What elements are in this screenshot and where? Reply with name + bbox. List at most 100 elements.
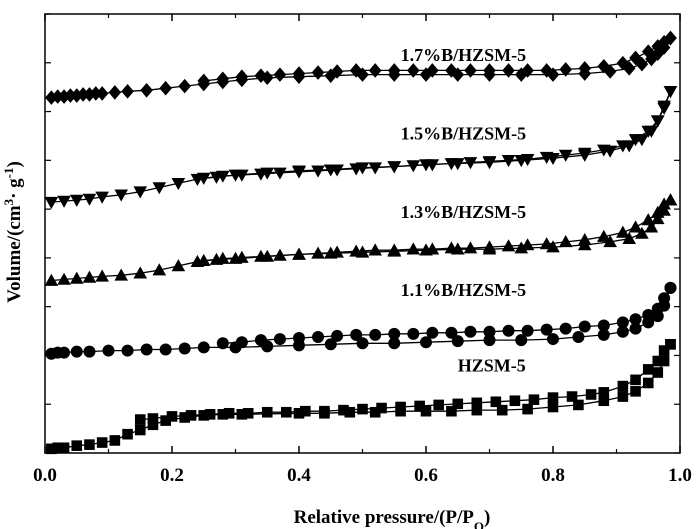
circle-desorption-point <box>369 328 382 341</box>
square-adsorption-point <box>496 404 508 416</box>
square-adsorption-point <box>369 406 381 418</box>
diamond-desorption-point <box>464 63 477 78</box>
triangle-down-adsorption-point <box>133 186 148 199</box>
diamond-adsorption-point <box>121 84 134 99</box>
triangle-up-adsorption-point <box>603 235 617 248</box>
circle-desorption-point <box>426 326 439 339</box>
triangle-up-adsorption-point <box>82 270 97 283</box>
triangle-up-desorption-point <box>657 197 671 210</box>
square-adsorption-point <box>630 386 641 397</box>
triangle-up-desorption-point <box>196 253 211 266</box>
triangle-down-desorption-point <box>444 158 459 171</box>
triangle-down-desorption-point <box>349 163 363 176</box>
triangle-up-desorption-point <box>216 251 230 264</box>
triangle-down-desorption-point <box>216 170 230 183</box>
square-desorption-point <box>471 397 483 409</box>
square-desorption-point <box>490 396 502 408</box>
diamond-adsorption-point <box>514 67 528 82</box>
circle-adsorption-point <box>102 344 115 357</box>
diamond-desorption-point <box>597 58 611 74</box>
square-adsorption-point <box>420 405 432 417</box>
triangle-down-desorption-point <box>641 125 656 138</box>
diamond-desorption-point <box>407 63 420 78</box>
triangle-down-desorption-point <box>597 144 611 157</box>
desorption-line <box>203 199 671 262</box>
triangle-down-desorption-point <box>628 134 643 147</box>
circle-desorption-point <box>578 320 591 333</box>
triangle-up-desorption-point <box>406 242 421 255</box>
triangle-up-adsorption-point <box>635 226 649 239</box>
triangle-down-desorption-point <box>501 155 516 168</box>
circle-adsorption-point <box>140 343 153 356</box>
square-desorption-point <box>261 406 273 418</box>
square-desorption-point <box>665 338 676 350</box>
square-adsorption-point <box>236 409 248 420</box>
triangle-down-desorption-point <box>311 165 325 178</box>
triangle-up-desorption-point <box>520 238 535 251</box>
square-desorption-point <box>617 380 629 392</box>
circle-adsorption-point <box>483 334 496 347</box>
diamond-desorption-point <box>657 34 671 50</box>
triangle-down-adsorption-point <box>152 182 167 195</box>
triangle-down-desorption-point <box>425 159 440 172</box>
diamond-adsorption-point <box>76 87 90 102</box>
triangle-up-desorption-point <box>425 242 440 255</box>
square-adsorption-point <box>179 412 190 423</box>
triangle-down-desorption-point <box>558 149 573 162</box>
triangle-up-desorption-point <box>349 244 363 257</box>
square-desorption-point <box>166 411 178 422</box>
circle-desorption-point <box>651 302 664 315</box>
square-desorption-point <box>147 413 159 424</box>
triangle-up-desorption-point <box>597 229 611 242</box>
triangle-down-desorption-point <box>406 160 421 173</box>
triangle-up-adsorption-point <box>546 240 560 253</box>
triangle-up-desorption-point <box>387 243 402 256</box>
diamond-desorption-point <box>387 63 401 78</box>
square-desorption-point <box>319 405 330 417</box>
square-adsorption-point <box>658 355 670 367</box>
square-desorption-point <box>652 355 664 367</box>
triangle-down-desorption-point <box>235 169 249 182</box>
diamond-desorption-point <box>629 50 642 66</box>
triangle-down-desorption-point <box>577 147 592 160</box>
square-adsorption-point <box>71 440 83 451</box>
triangle-up-desorption-point <box>273 248 287 261</box>
circle-desorption-point <box>312 330 325 343</box>
triangle-up-adsorption-point <box>44 273 59 286</box>
adsorption-line <box>51 91 672 203</box>
triangle-up-adsorption-point <box>650 212 665 225</box>
triangle-down-desorption-point <box>273 167 287 180</box>
triangle-up-adsorption-point <box>152 263 167 276</box>
diamond-desorption-point <box>426 63 439 78</box>
square-desorption-point <box>658 345 670 356</box>
triangle-down-adsorption-point <box>114 189 128 202</box>
circle-desorption-point <box>350 328 363 341</box>
square-adsorption-point <box>293 407 305 419</box>
square-desorption-point <box>630 374 641 386</box>
triangle-down-desorption-point <box>616 140 630 153</box>
square-desorption-point <box>134 414 146 425</box>
triangle-up-desorption-point <box>444 241 459 254</box>
triangle-up-desorption-point <box>616 225 630 238</box>
triangle-up-adsorption-point <box>114 268 128 281</box>
triangle-up-desorption-point <box>292 247 306 260</box>
series-labels: HZSM-5 1.1%B/HZSM-5 1.3%B/HZSM-5 1.5%B/HZSM… <box>401 45 527 375</box>
x-tick-label: 0.8 <box>541 465 565 486</box>
square-desorption-point <box>395 401 406 413</box>
circle-adsorption-point <box>324 338 337 351</box>
diamond-desorption-point <box>651 39 665 54</box>
square-adsorption-point <box>122 428 133 440</box>
square-adsorption-point <box>46 443 57 455</box>
triangle-up-adsorption-point <box>69 271 84 284</box>
square-adsorption-point <box>598 395 610 407</box>
triangle-down-desorption-point <box>663 86 678 99</box>
square-adsorption-point <box>471 404 483 416</box>
triangle-up-desorption-point <box>368 243 382 256</box>
square-adsorption-point <box>147 419 159 431</box>
triangle-down-desorption-point <box>387 161 402 174</box>
circle-adsorption-point <box>121 344 134 357</box>
triangle-up-desorption-point <box>482 240 497 253</box>
square-desorption-point <box>433 399 444 411</box>
triangle-up-adsorption-point <box>644 220 659 233</box>
